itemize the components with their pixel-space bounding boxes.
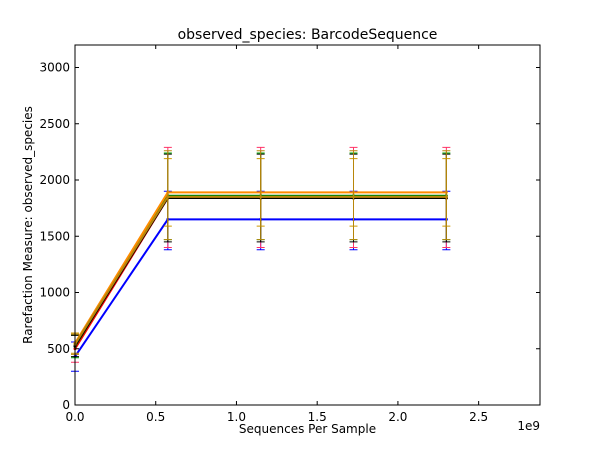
data-point [352,195,356,199]
x-tick-label: 2.0 [388,410,407,424]
y-tick-label: 2500 [39,117,70,131]
y-tick-label: 1000 [39,286,70,300]
y-tick-label: 0 [62,398,70,412]
chart-title: observed_species: BarcodeSequence [178,27,438,43]
y-tick-label: 500 [47,342,70,356]
x-tick-label: 1.5 [308,410,327,424]
data-point [166,195,170,199]
x-axis-label: Sequences Per Sample [239,422,376,436]
y-tick-label: 2000 [39,173,70,187]
ticks-layer: 0.0 0.5 1.0 1.5 2.0 2.5 0 500 1000 1500 2000 2500 30… [39,45,540,424]
data-point [259,195,263,199]
x-tick-label: 1.0 [227,410,246,424]
data-point [444,195,448,199]
x-tick-label: 0.5 [146,410,165,424]
x-tick-label: 0.0 [65,410,84,424]
x-tick-label: 2.5 [469,410,488,424]
x-axis-offset-label: 1e9 [517,419,540,433]
y-axis-label: Rarefaction Measure: observed_species [21,106,35,344]
y-tick-label: 3000 [39,61,70,75]
y-tick-label: 1500 [39,229,70,243]
plot-frame [74,44,541,406]
